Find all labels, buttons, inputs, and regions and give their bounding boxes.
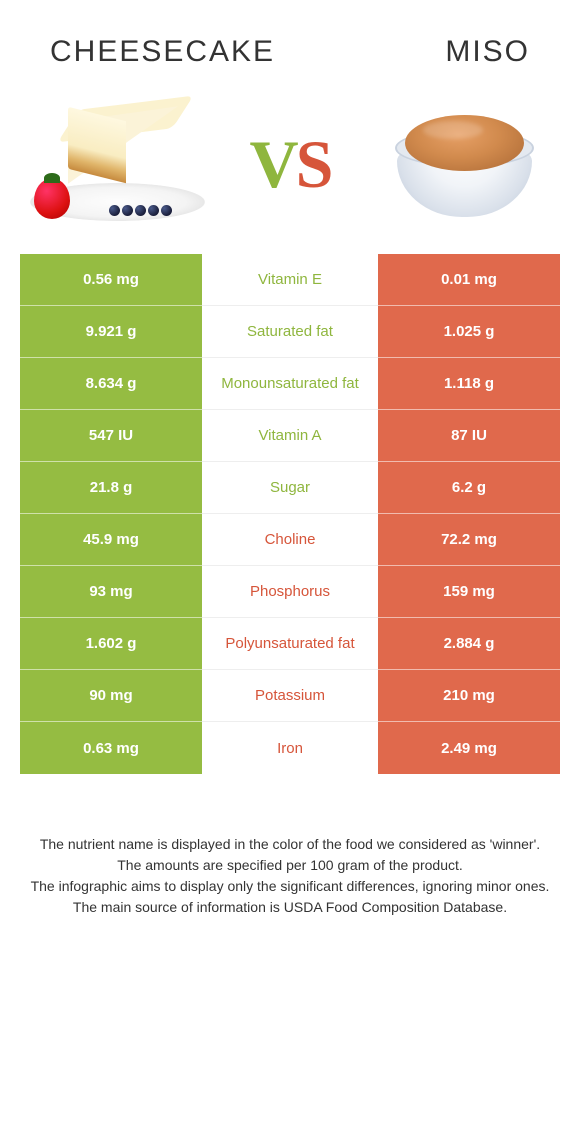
cell-nutrient-label: Vitamin E bbox=[202, 254, 378, 306]
cell-nutrient-label: Polyunsaturated fat bbox=[202, 618, 378, 670]
cheesecake-image bbox=[30, 99, 205, 229]
table-row: 0.63 mgIron2.49 mg bbox=[20, 722, 560, 774]
comparison-table: 0.56 mgVitamin E0.01 mg9.921 gSaturated … bbox=[20, 254, 560, 774]
cell-right-value: 1.025 g bbox=[378, 306, 560, 358]
footnote-line: The infographic aims to display only the… bbox=[30, 876, 550, 897]
cell-left-value: 1.602 g bbox=[20, 618, 202, 670]
table-row: 45.9 mgCholine72.2 mg bbox=[20, 514, 560, 566]
cell-right-value: 159 mg bbox=[378, 566, 560, 618]
cell-left-value: 547 IU bbox=[20, 410, 202, 462]
cell-right-value: 72.2 mg bbox=[378, 514, 560, 566]
table-row: 0.56 mgVitamin E0.01 mg bbox=[20, 254, 560, 306]
cell-left-value: 9.921 g bbox=[20, 306, 202, 358]
cell-left-value: 45.9 mg bbox=[20, 514, 202, 566]
cell-nutrient-label: Sugar bbox=[202, 462, 378, 514]
footnote-line: The main source of information is USDA F… bbox=[30, 897, 550, 918]
cell-nutrient-label: Phosphorus bbox=[202, 566, 378, 618]
cell-left-value: 0.63 mg bbox=[20, 722, 202, 774]
table-row: 9.921 gSaturated fat1.025 g bbox=[20, 306, 560, 358]
cell-left-value: 90 mg bbox=[20, 670, 202, 722]
table-row: 8.634 gMonounsaturated fat1.118 g bbox=[20, 358, 560, 410]
title-right: MISO bbox=[445, 35, 530, 69]
cell-right-value: 2.884 g bbox=[378, 618, 560, 670]
header: CHEESECAKE MISO bbox=[0, 0, 580, 89]
cell-left-value: 21.8 g bbox=[20, 462, 202, 514]
cell-right-value: 0.01 mg bbox=[378, 254, 560, 306]
cell-left-value: 8.634 g bbox=[20, 358, 202, 410]
footnote-line: The amounts are specified per 100 gram o… bbox=[30, 855, 550, 876]
cell-nutrient-label: Vitamin A bbox=[202, 410, 378, 462]
vs-s: S bbox=[296, 126, 331, 202]
vs-label: VS bbox=[250, 125, 331, 204]
table-row: 21.8 gSugar6.2 g bbox=[20, 462, 560, 514]
vs-v: V bbox=[250, 126, 296, 202]
cell-right-value: 1.118 g bbox=[378, 358, 560, 410]
cell-nutrient-label: Potassium bbox=[202, 670, 378, 722]
footnote-line: The nutrient name is displayed in the co… bbox=[30, 834, 550, 855]
infographic-container: CHEESECAKE MISO VS 0.56 mgVitamin E0.01 … bbox=[0, 0, 580, 958]
table-row: 93 mgPhosphorus159 mg bbox=[20, 566, 560, 618]
cell-left-value: 93 mg bbox=[20, 566, 202, 618]
footnotes: The nutrient name is displayed in the co… bbox=[0, 774, 580, 958]
cell-nutrient-label: Choline bbox=[202, 514, 378, 566]
cell-right-value: 6.2 g bbox=[378, 462, 560, 514]
title-left: CHEESECAKE bbox=[50, 35, 275, 69]
cell-nutrient-label: Monounsaturated fat bbox=[202, 358, 378, 410]
table-row: 1.602 gPolyunsaturated fat2.884 g bbox=[20, 618, 560, 670]
miso-image bbox=[375, 99, 550, 229]
table-row: 90 mgPotassium210 mg bbox=[20, 670, 560, 722]
cell-nutrient-label: Iron bbox=[202, 722, 378, 774]
table-row: 547 IUVitamin A87 IU bbox=[20, 410, 560, 462]
cell-nutrient-label: Saturated fat bbox=[202, 306, 378, 358]
hero-row: VS bbox=[0, 89, 580, 254]
cell-right-value: 87 IU bbox=[378, 410, 560, 462]
cell-left-value: 0.56 mg bbox=[20, 254, 202, 306]
cell-right-value: 210 mg bbox=[378, 670, 560, 722]
cell-right-value: 2.49 mg bbox=[378, 722, 560, 774]
